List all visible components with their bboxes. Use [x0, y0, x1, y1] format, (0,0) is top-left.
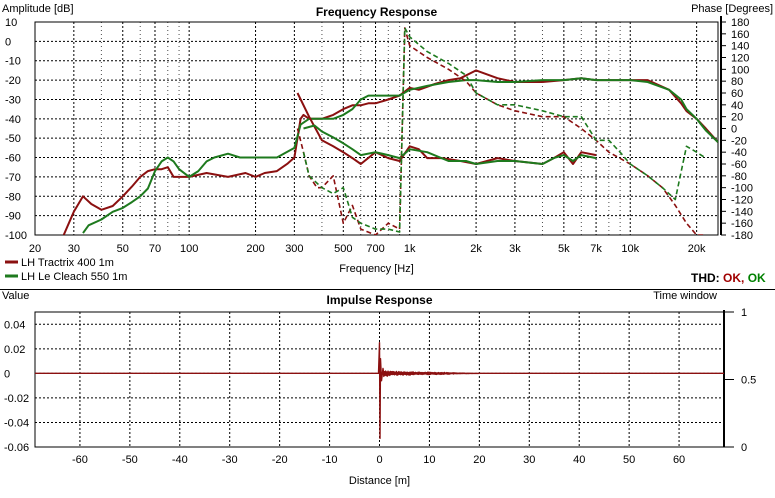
phase-tick-label: 60 [731, 88, 743, 100]
impulse-ylabel: Value [2, 290, 29, 302]
phase-tick-label: -40 [731, 147, 747, 159]
freq-series-group [62, 27, 718, 235]
impulse-y-tick-label: -0.02 [4, 393, 29, 405]
freq-x-tick-label: 7k [590, 243, 602, 255]
phase-tick-label: 120 [731, 53, 749, 65]
impulse-y-tick-label: 0 [4, 368, 10, 380]
phase-tick-label: -80 [731, 171, 747, 183]
impulse-x-tick-label: 0 [376, 454, 382, 466]
phase-tick-label: -20 [731, 135, 747, 147]
freq-x-tick-label: 30 [68, 243, 80, 255]
legend-label-tractrix: LH Tractrix 400 1m [21, 257, 114, 269]
impulse-x-tick-label: 50 [623, 454, 635, 466]
phase-tick-label: 40 [731, 100, 743, 112]
freq-y-tick-label: -40 [5, 114, 21, 126]
thd-label: THD: [691, 271, 720, 285]
impulse-title: Impulse Response [326, 293, 432, 307]
freq-y-tick-label: -60 [5, 153, 21, 165]
phase-tick-label: 20 [731, 112, 743, 124]
freq-x-tick-label: 3k [509, 243, 521, 255]
impulse-response-chart: 0.04 0.02 0 -0.02 -0.04 -0.06 -60 -50 -40 -30 -20 -… [2, 290, 756, 487]
impulse-x-tick-label: 30 [523, 454, 535, 466]
freq-y-tick-label: -30 [5, 94, 21, 106]
freq-x-tick-label: 700 [366, 243, 384, 255]
freq-y-tick-label: -50 [5, 133, 21, 145]
freq-y-tick-label: 10 [5, 17, 17, 29]
phase-tick-label: -160 [731, 218, 753, 230]
legend-label-lecleach: LH Le Cleach 550 1m [21, 271, 127, 283]
freq-x-tick-label: 1k [404, 243, 416, 255]
freq-x-tick-label: 200 [246, 243, 264, 255]
window-tick-label: 1 [741, 307, 747, 319]
frequency-response-chart: 100-10-20-30-40-50-60-70-80-90-100180160… [0, 3, 775, 290]
phase-tick-label: -100 [731, 183, 753, 195]
impulse-x-tick-label: 20 [473, 454, 485, 466]
thd-status: THD: OK, OK [691, 271, 766, 285]
freq-plot-area [34, 21, 719, 236]
phase-tick-label: -60 [731, 159, 747, 171]
phase-tick-label: 100 [731, 64, 749, 76]
impulse-x-tick-label: -30 [222, 454, 238, 466]
freq-y-tick-label: -100 [5, 230, 27, 242]
freq-y-tick-label: -20 [5, 75, 21, 87]
phase-tick-label: 180 [731, 17, 749, 29]
impulse-x-tick-label: -10 [322, 454, 338, 466]
phase-tick-label: -120 [731, 195, 753, 207]
impulse-y-tick-label: 0.02 [4, 344, 25, 356]
impulse-x-tick-label: -50 [122, 454, 138, 466]
freq-xlabel: Frequency [Hz] [339, 263, 414, 275]
impulse-y-tick-label: -0.06 [4, 442, 29, 454]
freq-x-tick-label: 10k [621, 243, 639, 255]
phase-tick-label: 0 [731, 124, 737, 136]
impulse-y-tick-label: 0.04 [4, 319, 25, 331]
impulse-xlabel: Distance [m] [349, 475, 410, 487]
phase-tick-label: 160 [731, 29, 749, 41]
freq-x-tick-label: 2k [470, 243, 482, 255]
freq-x-tick-label: 50 [117, 243, 129, 255]
time-window-label: Time window [653, 290, 717, 302]
thd-ok-lecleach[interactable]: OK [747, 271, 766, 285]
lecleach-phase-line [303, 124, 597, 165]
impulse-x-tick-label: -60 [72, 454, 88, 466]
phase-tick-label: -140 [731, 206, 753, 218]
impulse-series-group [35, 341, 724, 440]
phase-tick-label: 140 [731, 41, 749, 53]
freq-x-tick-label: 300 [285, 243, 303, 255]
freq-title: Frequency Response [316, 5, 438, 19]
freq-y-tick-label: -80 [5, 191, 21, 203]
window-tick-label: 0.5 [741, 375, 756, 387]
impulse-x-tick-label: 60 [673, 454, 685, 466]
phase-tick-label: 80 [731, 76, 743, 88]
impulse-x-tick-label: 40 [573, 454, 585, 466]
freq-y-tick-label: 0 [5, 36, 11, 48]
freq-x-tick-label: 70 [149, 243, 161, 255]
impulse-x-tick-label: -40 [172, 454, 188, 466]
impulse-y-tick-label: -0.04 [4, 417, 29, 429]
freq-x-tick-label: 500 [334, 243, 352, 255]
freq-ylabel-left: Amplitude [dB] [2, 3, 74, 15]
freq-x-tick-label: 20k [688, 243, 706, 255]
phase-tick-label: -180 [731, 230, 753, 242]
thd-ok-tractrix[interactable]: OK, [723, 271, 745, 285]
window-tick-label: 0 [741, 442, 747, 454]
freq-x-tick-label: 100 [180, 243, 198, 255]
impulse-x-tick-label: -20 [272, 454, 288, 466]
tractrix-phase-dashed-line [296, 27, 706, 235]
freq-y-tick-label: -90 [5, 211, 21, 223]
freq-ylabel-right: Phase [Degrees] [691, 3, 773, 15]
freq-x-tick-label: 5k [558, 243, 570, 255]
tractrix-impulse-line [35, 341, 724, 440]
freq-y-tick-label: -10 [5, 56, 21, 68]
freq-x-tick-label: 20 [29, 243, 41, 255]
lecleach-phase-dashed-line [302, 27, 707, 233]
impulse-x-tick-label: 10 [423, 454, 435, 466]
freq-y-tick-label: -70 [5, 172, 21, 184]
lecleach-amplitude-line [82, 77, 718, 234]
